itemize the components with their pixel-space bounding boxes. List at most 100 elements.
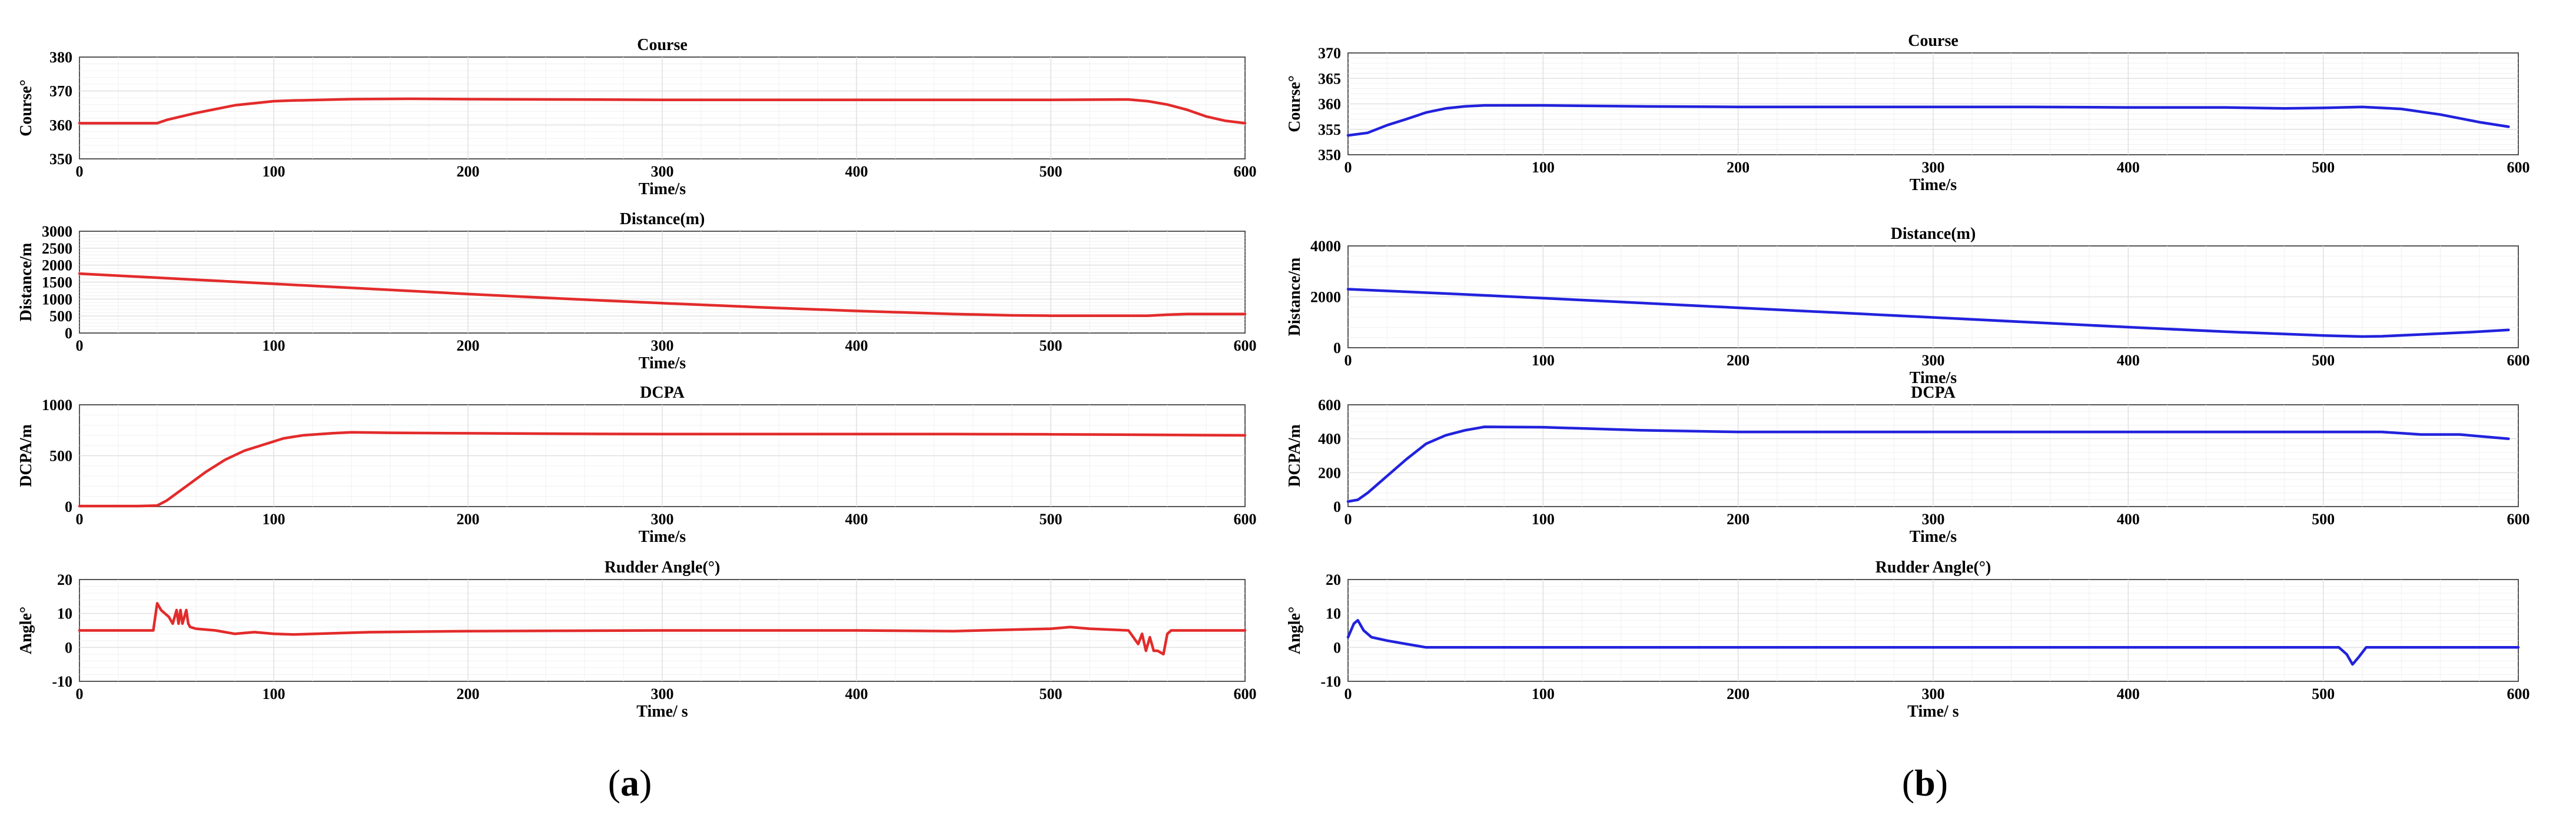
series-line — [1346, 425, 2510, 503]
x-tick-label: 500 — [1040, 511, 1063, 528]
y-tick-label: 380 — [49, 49, 72, 66]
x-tick-label: 100 — [263, 685, 286, 703]
x-tick-label: 0 — [76, 337, 84, 354]
x-tick-label: 600 — [2507, 159, 2530, 176]
y-tick-label: 20 — [1326, 571, 1341, 588]
chart-title: Distance(m) — [620, 210, 705, 228]
y-tick-label: 0 — [1333, 498, 1341, 515]
x-tick-label: 500 — [2312, 685, 2335, 703]
chart-b-1: 0 100 200 300 400 500 600 350 355 360 365 370 Course… — [1286, 32, 2530, 194]
y-axis-label: DCPA/m — [17, 424, 35, 487]
x-axis-label: Time/s — [639, 354, 686, 372]
x-tick-label: 200 — [1727, 352, 1750, 369]
y-tick-label: 350 — [1318, 147, 1341, 164]
y-tick-label: 370 — [1318, 45, 1341, 62]
chart-title: Distance(m) — [1891, 225, 1976, 243]
y-tick-label: 400 — [1318, 431, 1341, 448]
y-tick-label: 355 — [1318, 121, 1341, 138]
x-tick-label: 500 — [1040, 163, 1063, 180]
plots-layer: 0 100 200 300 400 500 600350360370380CourseTim… — [17, 32, 2530, 721]
x-tick-label: 400 — [845, 163, 868, 180]
y-tick-label: 370 — [49, 83, 72, 100]
x-tick-label: 100 — [263, 163, 286, 180]
series-line — [78, 602, 1247, 656]
y-tick-label: 0 — [1333, 639, 1341, 656]
x-tick-label: 400 — [2117, 685, 2140, 703]
x-tick-label: 300 — [1922, 159, 1945, 176]
x-tick-label: 500 — [1040, 685, 1063, 703]
chart-b-3: 0 100 200 300 400 500 600 0 200 400 600 DCPA Time/s D… — [1286, 384, 2530, 546]
x-tick-label: 500 — [2312, 159, 2335, 176]
y-tick-label: 1000 — [42, 397, 72, 414]
y-tick-label: 20 — [57, 571, 72, 588]
y-tick-label: 200 — [1318, 464, 1341, 481]
y-tick-label: -10 — [52, 673, 72, 690]
x-tick-label: 400 — [2117, 511, 2140, 528]
y-tick-label: 500 — [49, 308, 72, 325]
x-tick-label: 100 — [1532, 511, 1555, 528]
y-axis-label: Course° — [17, 79, 35, 136]
x-tick-label: 300 — [651, 163, 674, 180]
chart-a-2: 0 100 200 300 400 500 600050010001500200025003… — [17, 210, 1257, 372]
x-tick-label: 100 — [1532, 352, 1555, 369]
series-line — [1346, 104, 2510, 137]
x-tick-label: 400 — [2117, 159, 2140, 176]
y-tick-label: 360 — [1318, 96, 1341, 113]
x-tick-label: 200 — [457, 685, 480, 703]
y-tick-label: 500 — [49, 448, 72, 465]
x-tick-label: 500 — [1040, 337, 1063, 354]
chart-a-1: 0 100 200 300 400 500 600 350 360 370 380 Course Tim… — [17, 36, 1257, 198]
series-line — [78, 97, 1247, 125]
x-tick-label: 0 — [1345, 352, 1352, 369]
x-axis-label: Time/s — [639, 528, 686, 546]
x-tick-label: 400 — [845, 511, 868, 528]
chart-a-3: 0 100 200 300 400 500 600 0 500 1000 DCPA Time/s DCP… — [17, 384, 1257, 546]
x-tick-label: 0 — [76, 511, 84, 528]
x-tick-label: 600 — [1234, 511, 1257, 528]
chart-title: Course — [637, 36, 688, 54]
chart-title: Rudder Angle(°) — [605, 558, 721, 577]
y-tick-label: 4000 — [1310, 238, 1341, 255]
y-tick-label: 2000 — [1310, 289, 1341, 306]
y-tick-label: 0 — [1333, 339, 1341, 357]
x-tick-label: 0 — [1345, 159, 1352, 176]
y-axis-label: Course° — [1286, 75, 1304, 132]
x-axis-label: Time/ s — [1907, 703, 1958, 721]
y-tick-label: 1000 — [42, 291, 72, 308]
y-tick-label: -10 — [1320, 673, 1341, 690]
series-line — [1346, 288, 2510, 338]
y-tick-label: 600 — [1318, 397, 1341, 414]
x-tick-label: 100 — [263, 511, 286, 528]
series-line — [78, 272, 1247, 317]
y-tick-label: 365 — [1318, 70, 1341, 87]
x-tick-label: 200 — [457, 511, 480, 528]
x-tick-label: 200 — [1727, 159, 1750, 176]
x-tick-label: 300 — [651, 511, 674, 528]
panel-label-b: (b) — [1902, 762, 1948, 804]
x-axis-label: Time/s — [1910, 176, 1957, 194]
x-tick-label: 300 — [651, 337, 674, 354]
chart-title: DCPA — [1911, 384, 1956, 402]
x-tick-label: 300 — [1922, 352, 1945, 369]
chart-title: Course — [1908, 32, 1958, 50]
series-line — [78, 431, 1247, 508]
x-tick-label: 200 — [457, 337, 480, 354]
x-tick-label: 0 — [1345, 685, 1352, 703]
y-axis-label: Distance/m — [1286, 258, 1304, 337]
x-tick-label: 0 — [1345, 511, 1352, 528]
x-tick-label: 100 — [263, 337, 286, 354]
x-tick-label: 200 — [457, 163, 480, 180]
x-tick-label: 300 — [1922, 685, 1945, 703]
y-tick-label: 2500 — [42, 240, 72, 257]
y-tick-label: 1500 — [42, 274, 72, 291]
y-tick-label: 350 — [49, 151, 72, 168]
y-tick-label: 0 — [65, 639, 72, 656]
x-axis-label: Time/ s — [636, 703, 688, 721]
x-tick-label: 500 — [2312, 352, 2335, 369]
x-tick-label: 500 — [2312, 511, 2335, 528]
x-tick-label: 600 — [1234, 163, 1257, 180]
x-tick-label: 0 — [76, 685, 84, 703]
